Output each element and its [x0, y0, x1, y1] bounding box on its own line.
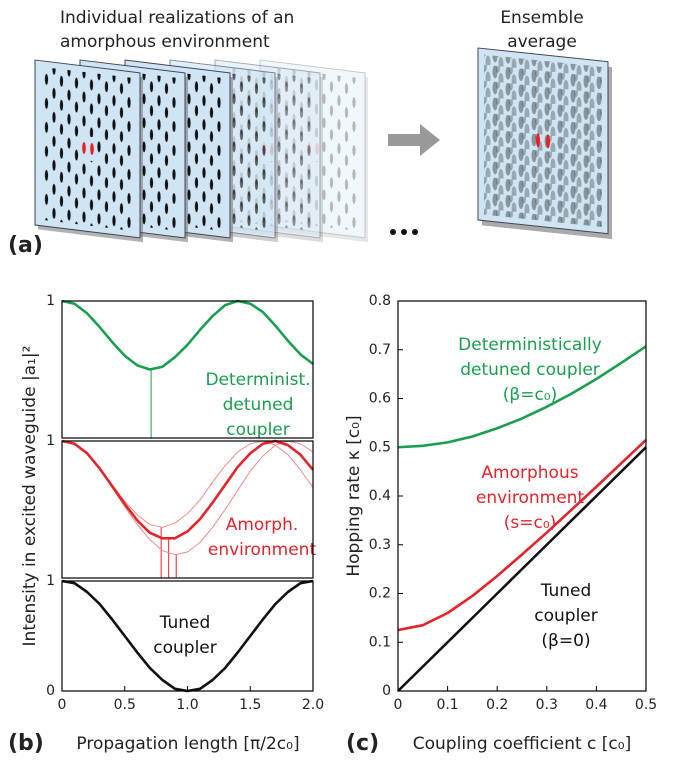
- right-title-line: Ensemble: [500, 8, 583, 28]
- x-tick-label: 0.1: [436, 697, 458, 713]
- annotation: Deterministically: [458, 335, 602, 355]
- annotation: coupler: [534, 606, 597, 626]
- x-axis-label: Coupling coefficient c [c₀]: [413, 734, 631, 754]
- annotation: detuned coupler: [460, 360, 600, 380]
- y-axis-label: Hopping rate κ [c₀]: [344, 415, 364, 576]
- arrow: [388, 124, 440, 156]
- curve: [62, 581, 313, 691]
- annotation: (β=c₀): [503, 385, 558, 405]
- slide: [35, 60, 143, 242]
- panel-label: (b): [8, 731, 44, 756]
- panel-a: Individual realizations of an amorphous …: [8, 8, 612, 258]
- y-tick-label: 0.7: [369, 342, 391, 358]
- x-tick-label: 0: [58, 697, 67, 713]
- annotation: Tuned: [159, 613, 211, 633]
- y-tick-label: 0.8: [369, 293, 391, 309]
- curve: [62, 301, 313, 370]
- annotation: (s=c₀): [504, 513, 557, 533]
- x-tick-label: 0.5: [114, 697, 136, 713]
- y-tick-label: 1: [46, 293, 55, 309]
- y-tick-label: 1: [46, 573, 55, 589]
- annotation: coupler: [226, 420, 289, 440]
- x-tick-label: 0.3: [536, 697, 558, 713]
- y-tick-label: 0.6: [369, 391, 391, 407]
- x-tick-label: 0.5: [635, 697, 657, 713]
- y-tick-label: 0.4: [369, 488, 391, 504]
- annotation: detuned: [223, 395, 294, 415]
- annotation: Tuned: [540, 581, 592, 601]
- y-axis-label: Intensity in excited waveguide |a₁|²: [20, 346, 40, 647]
- ensemble-slide: [478, 48, 612, 239]
- plot-frame: [62, 581, 313, 691]
- y-tick-label: 0.2: [369, 586, 391, 602]
- figure: Individual realizations of an amorphous …: [0, 0, 674, 760]
- annotation: Amorph.: [226, 515, 299, 535]
- x-tick-label: 0.4: [585, 697, 607, 713]
- left-title-line: Individual realizations of an: [60, 8, 294, 28]
- annotation: environment: [476, 488, 585, 508]
- y-tick-label: 0.5: [369, 439, 391, 455]
- x-tick-label: 0: [394, 697, 403, 713]
- ellipsis: [390, 229, 418, 235]
- y-tick-label: 0: [46, 683, 55, 699]
- x-tick-label: 0.2: [486, 697, 508, 713]
- x-tick-label: 1.0: [176, 697, 198, 713]
- panel-label: (c): [346, 731, 379, 756]
- y-tick-label: 0.1: [369, 634, 391, 650]
- curve: [62, 441, 313, 555]
- curve: [398, 447, 646, 691]
- annotation: Determinist.: [205, 370, 310, 390]
- annotation: (β=0): [541, 631, 590, 651]
- annotation: coupler: [153, 638, 216, 658]
- x-tick-label: 1.5: [239, 697, 261, 713]
- x-tick-label: 2.0: [302, 697, 324, 713]
- annotation: Amorphous: [481, 463, 578, 483]
- y-tick-label: 1: [46, 433, 55, 449]
- annotation: environment: [208, 540, 317, 560]
- left-title-line: amorphous environment: [60, 32, 270, 52]
- y-tick-label: 0.3: [369, 537, 391, 553]
- panel-label: (a): [8, 233, 43, 258]
- right-title-line: average: [507, 32, 577, 52]
- x-axis-label: Propagation length [π/2c₀]: [76, 734, 299, 754]
- y-tick-label: 0: [382, 683, 391, 699]
